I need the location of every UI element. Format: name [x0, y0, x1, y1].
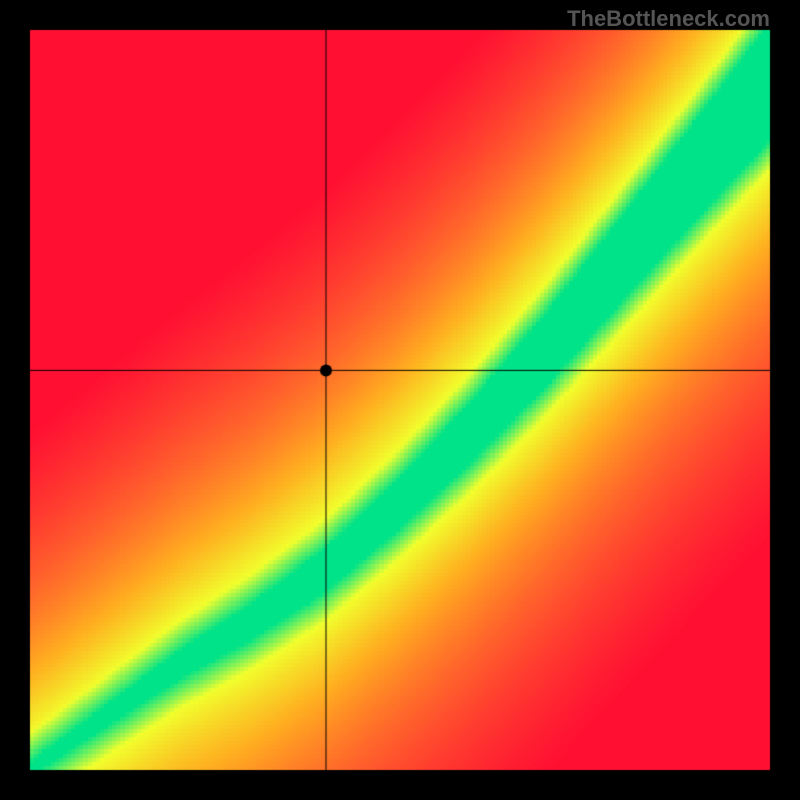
- watermark-text: TheBottleneck.com: [567, 6, 770, 32]
- heatmap-canvas: [0, 0, 800, 800]
- chart-container: { "watermark": "TheBottleneck.com", "cha…: [0, 0, 800, 800]
